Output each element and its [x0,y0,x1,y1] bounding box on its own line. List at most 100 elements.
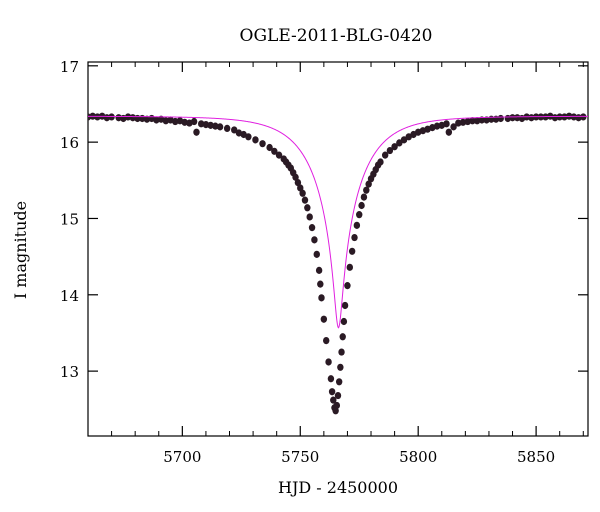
data-point [509,114,516,122]
data-point [363,186,370,194]
data-point [143,115,151,123]
data-point [318,294,325,302]
data-point [377,158,384,166]
data-point [344,282,351,290]
data-point [245,133,252,141]
data-point [338,348,345,356]
data-point [259,140,266,148]
data-point [181,118,188,126]
data-point [570,113,578,121]
data-point [478,116,486,124]
data-point [325,358,332,366]
data-point [356,211,363,219]
data-point [153,116,160,124]
y-tick-label: 13 [60,363,79,381]
data-point [337,363,344,371]
data-point [216,123,224,131]
data-point [193,128,200,136]
data-point [365,180,372,188]
data-point [330,396,337,404]
data-point [94,113,101,121]
x-tick-label: 5800 [399,448,437,466]
data-point [266,143,273,152]
data-point [306,213,313,221]
data-point [391,143,398,151]
data-point [108,113,115,121]
y-axis-label: I magnitude [11,201,30,299]
data-point [433,122,441,130]
data-point [483,116,490,124]
data-point [360,193,368,201]
data-point [190,117,198,126]
data-point [455,119,462,127]
data-point [294,178,302,187]
data-point [443,120,450,128]
data-point [339,333,346,341]
data-point [328,388,336,396]
data-point [386,146,394,155]
data-point [473,117,481,125]
data-point [358,201,365,210]
data-point [252,136,259,144]
y-tick-labels: 13 14 15 16 17 [60,58,79,381]
data-point [340,317,348,326]
data-point [198,120,205,128]
data-point [464,117,471,126]
data-point [348,247,356,255]
data-point [162,117,170,125]
y-tick-label: 16 [60,134,79,152]
y-tick-label: 17 [60,58,79,76]
data-point [301,196,309,204]
data-point [323,336,330,345]
data-point [514,114,521,122]
y-tick-label: 14 [60,287,79,305]
data-point [275,151,283,159]
data-point [333,401,341,410]
data-point [103,114,111,122]
plot-frame [87,61,589,437]
data-point [335,378,343,386]
x-tick-label: 5700 [163,448,201,466]
data-point [172,117,179,126]
x-tick-label: 5750 [281,448,319,466]
data-point [469,117,476,125]
data-point [341,301,349,310]
data-point [497,114,504,123]
data-point [334,391,342,400]
data-point [115,114,122,122]
y-tick-label: 15 [60,210,79,228]
data-point [450,123,457,131]
data-point [551,114,559,122]
data-point [292,173,299,181]
data-point [297,184,304,192]
data-point [308,224,316,232]
data-point [311,236,318,244]
data-point [129,114,137,122]
data-point [212,122,219,130]
data-point [400,136,408,144]
data-point [351,233,358,242]
x-axis-label: HJD - 2450000 [278,478,398,497]
minor-ticks [87,62,584,436]
data-point [304,204,311,212]
data-point [353,221,361,229]
data-point [223,124,231,133]
data-point [207,121,214,129]
x-tick-labels: 5700 5750 5800 5850 [163,448,555,466]
data-point [271,147,278,155]
data-point [315,266,323,274]
data-point [327,375,335,383]
model-curve [88,115,588,329]
data-point [320,315,328,323]
data-point [299,189,306,197]
x-tick-label: 5850 [517,448,555,466]
data-points [88,112,587,415]
data-point [396,139,403,147]
chart-title: OGLE-2011-BLG-0420 [240,26,433,46]
data-point [528,114,535,122]
major-ticks [88,62,588,436]
data-point [459,118,467,126]
data-point [313,250,320,258]
data-point [317,280,324,288]
